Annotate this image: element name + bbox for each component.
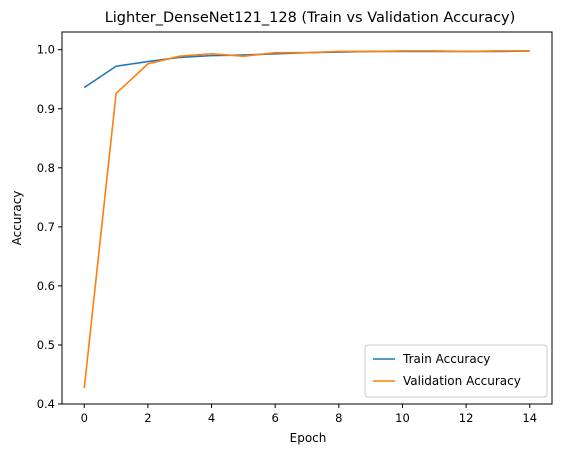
series-line-0 (83, 50, 530, 89)
x-tick-label: 6 (272, 411, 279, 425)
x-tick-label: 10 (395, 411, 410, 425)
legend-label: Validation Accuracy (403, 374, 521, 388)
plot-frame (61, 31, 553, 405)
legend-label: Train Accuracy (402, 352, 490, 366)
y-tick-label: 0.6 (37, 279, 55, 293)
x-axis-label: Epoch (290, 431, 327, 445)
y-axis: 0.4 0.5 0.6 0.7 0.8 0.9 1.0 (37, 43, 62, 411)
chart-title: Lighter_DenseNet121_128 (Train vs Valida… (105, 10, 516, 26)
y-tick-label: 0.7 (37, 220, 55, 234)
x-tick-label: 0 (81, 411, 88, 425)
plot-area (83, 50, 530, 389)
x-tick-label: 8 (335, 411, 342, 425)
y-tick-label: 0.4 (37, 397, 55, 411)
y-tick-label: 0.9 (37, 102, 55, 116)
legend: Train Accuracy Validation Accuracy (364, 344, 548, 398)
x-tick-label: 4 (208, 411, 215, 425)
x-tick-label: 2 (144, 411, 151, 425)
y-axis-label: Accuracy (10, 191, 24, 246)
series-line-1 (83, 50, 530, 389)
y-tick-label: 0.8 (37, 161, 55, 175)
x-axis: 0 2 4 6 8 10 12 14 (81, 404, 537, 425)
x-tick-label: 12 (459, 411, 474, 425)
x-tick-label: 14 (522, 411, 537, 425)
legend-box (364, 344, 548, 398)
y-tick-label: 0.5 (37, 338, 55, 352)
y-tick-label: 1.0 (37, 43, 55, 57)
